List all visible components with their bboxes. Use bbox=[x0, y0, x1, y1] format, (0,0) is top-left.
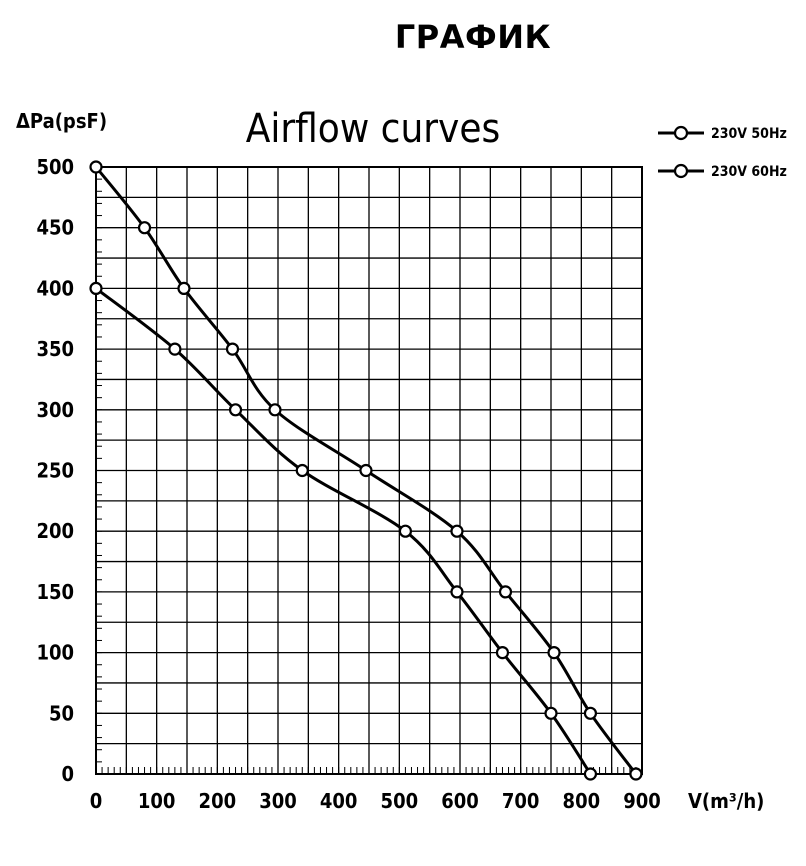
data-point bbox=[544, 706, 558, 720]
data-point bbox=[228, 403, 243, 417]
legend-label: 230V 60Hz bbox=[711, 164, 787, 180]
y-tick-label: 150 bbox=[36, 580, 74, 604]
x-tick-label: 400 bbox=[320, 789, 358, 813]
data-point bbox=[89, 160, 103, 174]
x-tick-label: 200 bbox=[199, 789, 237, 813]
x-tick-label: 900 bbox=[623, 789, 661, 813]
x-axis-tick-labels: 0 100 200 300 400 500 600 700 800 900 bbox=[90, 789, 661, 813]
y-tick-label: 250 bbox=[36, 459, 74, 483]
chart-legend: 230V 50Hz 230V 60Hz bbox=[658, 125, 787, 180]
chart-axes bbox=[95, 166, 643, 775]
data-point bbox=[398, 524, 412, 538]
data-point bbox=[629, 767, 643, 781]
y-tick-label: 450 bbox=[36, 216, 74, 240]
data-point bbox=[583, 767, 598, 781]
chart-title: Airflow curves bbox=[246, 106, 501, 152]
y-tick-label: 300 bbox=[36, 398, 74, 422]
data-point bbox=[89, 281, 103, 295]
legend-marker bbox=[673, 125, 689, 141]
data-point bbox=[495, 645, 510, 660]
x-tick-label: 800 bbox=[563, 789, 601, 813]
x-tick-label: 500 bbox=[381, 789, 419, 813]
series-layer bbox=[89, 160, 643, 781]
y-tick-label: 400 bbox=[36, 276, 74, 300]
data-point bbox=[450, 524, 464, 538]
y-tick-label: 350 bbox=[36, 337, 74, 361]
legend-label: 230V 50Hz bbox=[711, 126, 787, 142]
x-tick-label: 300 bbox=[259, 789, 297, 813]
y-axis-tick-labels: 0 50 100 150 200 250 300 350 400 450 500 bbox=[36, 155, 74, 786]
x-tick-label: 700 bbox=[502, 789, 540, 813]
plot-frame bbox=[95, 166, 643, 775]
data-point bbox=[137, 221, 152, 235]
y-tick-label: 0 bbox=[61, 762, 74, 786]
y-tick-label: 100 bbox=[36, 641, 74, 665]
x-tick-label: 600 bbox=[441, 789, 479, 813]
y-tick-label: 200 bbox=[36, 519, 74, 543]
y-tick-label: 50 bbox=[49, 701, 74, 725]
chart-grid bbox=[96, 167, 642, 774]
y-axis-label: ΔPa(psF) bbox=[16, 109, 107, 133]
data-point bbox=[168, 342, 182, 356]
data-point bbox=[268, 403, 282, 417]
x-axis-label: V(m³/h) bbox=[688, 789, 764, 813]
data-point bbox=[498, 585, 513, 599]
data-point bbox=[295, 463, 309, 478]
data-point bbox=[225, 342, 240, 356]
legend-marker bbox=[673, 163, 689, 179]
y-tick-label: 500 bbox=[36, 155, 74, 179]
data-point bbox=[547, 645, 561, 660]
page-heading: ГРАФИК bbox=[394, 18, 552, 56]
series-line bbox=[95, 287, 592, 775]
data-point bbox=[450, 585, 464, 599]
x-tick-label: 100 bbox=[138, 789, 176, 813]
data-point bbox=[359, 463, 373, 478]
data-point bbox=[177, 281, 191, 295]
x-tick-label: 0 bbox=[90, 789, 103, 813]
data-point bbox=[583, 706, 598, 720]
